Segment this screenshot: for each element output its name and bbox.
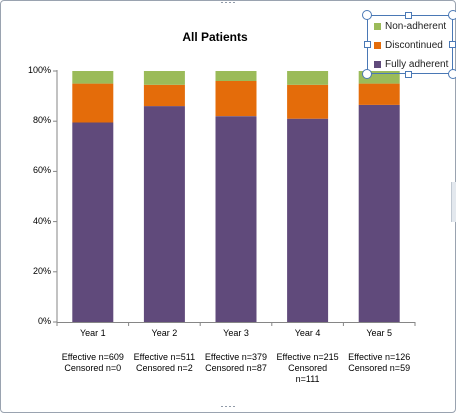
x-tick-label: Year 4: [294, 328, 321, 338]
y-tick-label: 80%: [32, 115, 51, 126]
legend-resize-handle-bottom-right[interactable]: [448, 69, 456, 79]
bar-fully-adherent: [358, 104, 400, 323]
legend-label: Discontinued: [385, 40, 443, 51]
bar-non-adherent: [72, 71, 114, 84]
legend-resize-handle-right[interactable]: [449, 41, 456, 48]
bar-discontinued: [287, 84, 329, 119]
y-tick-label: 20%: [32, 265, 51, 276]
legend-resize-handle-top-left[interactable]: [362, 10, 372, 20]
bar-non-adherent: [287, 71, 329, 85]
bar-fully-adherent: [143, 106, 185, 322]
category-note-line: Censored: [288, 363, 328, 373]
bar-non-adherent: [143, 71, 185, 85]
bar-fully-adherent: [287, 118, 329, 322]
category-note-line: Censored n=0: [64, 363, 122, 373]
category-note-line: Censored n=2: [135, 363, 193, 373]
y-tick-label: 100%: [27, 65, 51, 75]
category-note-line: Censored n=87: [205, 363, 267, 373]
bar-fully-adherent: [72, 122, 114, 322]
legend-resize-handle-bottom[interactable]: [405, 71, 412, 78]
y-tick-label: 0%: [37, 316, 51, 326]
legend-swatch: [374, 42, 381, 49]
category-note: Effective n=609 Censored n=0: [56, 352, 130, 374]
legend-resize-handle-bottom-left[interactable]: [362, 69, 372, 79]
legend-label: Fully adherent: [385, 59, 449, 70]
category-note: Effective n=215 Censored n=111: [271, 352, 345, 385]
category-note-line: Censored n=59: [348, 363, 411, 373]
x-tick-label: Year 1: [79, 328, 106, 338]
category-note-line: Effective n=511: [133, 352, 196, 362]
bar-non-adherent: [215, 71, 257, 81]
legend-resize-handle-top-right[interactable]: [448, 10, 456, 20]
legend-item-non-adherent[interactable]: Non-adherent: [374, 21, 446, 32]
category-note: Effective n=511 Censored n=2: [127, 352, 201, 374]
chart-title: All Patients: [182, 30, 248, 44]
bar-fully-adherent: [215, 116, 257, 322]
resize-grip-right[interactable]: [451, 182, 456, 222]
category-note: Effective n=126 Censored n=59: [342, 352, 416, 374]
bar-discontinued: [358, 83, 400, 105]
category-note-line: n=111: [295, 374, 320, 384]
legend-swatch: [374, 61, 381, 68]
x-tick-label: Year 3: [223, 328, 249, 338]
bar-discontinued: [215, 81, 257, 117]
category-note-line: Effective n=609: [61, 352, 124, 362]
x-tick-label: Year 5: [366, 328, 393, 338]
legend-resize-handle-left[interactable]: [364, 41, 371, 48]
legend-resize-handle-top[interactable]: [405, 12, 412, 19]
category-note-line: Effective n=215: [276, 352, 339, 362]
legend-label: Non-adherent: [385, 21, 447, 32]
y-tick-label: 60%: [32, 165, 51, 176]
bar-discontinued: [72, 83, 114, 123]
resize-grip-top[interactable]: [220, 1, 236, 4]
category-note: Effective n=379 Censored n=87: [199, 352, 273, 374]
legend-item-discontinued[interactable]: Discontinued: [374, 40, 443, 51]
resize-grip-bottom[interactable]: [220, 405, 236, 408]
legend-swatch: [374, 23, 381, 30]
x-tick-label: Year 2: [151, 328, 178, 338]
legend-item-fully-adherent[interactable]: Fully adherent: [374, 59, 448, 70]
legend[interactable]: Non-adherent Discontinued Fully adherent: [367, 15, 453, 74]
category-note-line: Effective n=379: [204, 352, 268, 362]
y-tick-label: 40%: [32, 215, 51, 226]
category-note-line: Effective n=126: [348, 352, 411, 362]
bar-discontinued: [143, 84, 185, 107]
